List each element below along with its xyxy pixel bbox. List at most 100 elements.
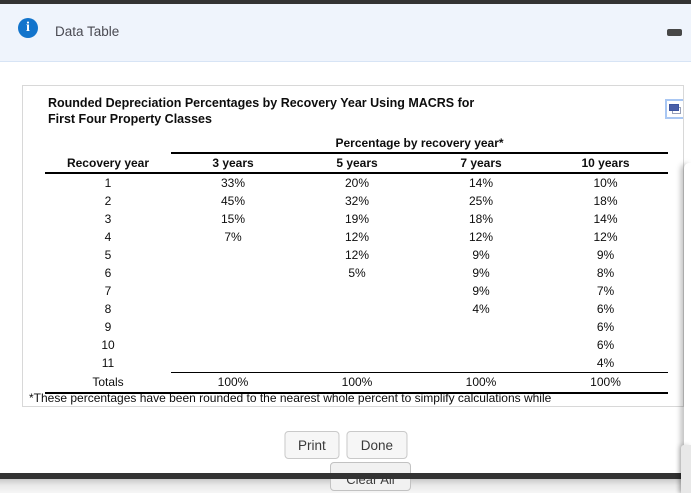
macrs-table-card: Rounded Depreciation Percentages by Reco…	[22, 85, 684, 407]
table-footnote: *These percentages have been rounded to …	[29, 391, 552, 405]
table-cell	[171, 318, 295, 336]
column-header: 7 years	[419, 153, 543, 174]
table-cell: 6%	[596, 302, 615, 316]
done-button[interactable]: Done	[346, 431, 408, 459]
span-header-cell: Percentage by recovery year*	[171, 133, 669, 154]
table-cell: 12%	[344, 248, 370, 262]
table-cell: 9%	[596, 248, 615, 262]
table-cell: 7%	[596, 284, 615, 298]
table-cell: 8	[104, 302, 112, 316]
table-row: 2 45% 32% 25% 18%	[45, 192, 668, 210]
table-cell: 4%	[472, 302, 490, 316]
table-cell: 6%	[596, 338, 615, 352]
table-cell: 33%	[220, 176, 246, 190]
table-cell: 4	[104, 230, 112, 244]
table-cell: 9%	[472, 266, 490, 280]
table-cell	[171, 264, 295, 282]
table-row: 10 6%	[45, 336, 668, 354]
popout-front-rect	[669, 104, 679, 111]
table-cell: 25%	[468, 194, 494, 208]
column-header: Recovery year	[45, 153, 171, 174]
macrs-table-body: 1 33% 20% 14% 10% 2 45% 32% 25% 18% 3 15% 19% 18% 14% 4…	[45, 173, 668, 373]
data-table-modal: i Data Table Rounded Depreciation Percen…	[0, 0, 691, 459]
table-row: 11 4%	[45, 354, 668, 373]
table-cell	[171, 246, 295, 264]
table-cell: 12%	[593, 230, 618, 244]
table-cell: 7%	[224, 230, 242, 244]
table-cell: 19%	[344, 212, 370, 226]
table-cell: 5%	[348, 266, 366, 280]
column-header: 5 years	[295, 153, 419, 174]
popout-window-icon[interactable]	[665, 99, 683, 119]
table-cell	[419, 336, 543, 354]
modal-title: Data Table	[55, 24, 120, 39]
table-cell	[295, 282, 419, 300]
table-row: 3 15% 19% 18% 14%	[45, 210, 668, 228]
table-cell: 14%	[593, 212, 618, 226]
table-cell	[295, 318, 419, 336]
column-header-row: Recovery year 3 years 5 years 7 years 10…	[45, 153, 669, 174]
table-cell	[295, 300, 419, 318]
totals-cell: 100%	[543, 372, 669, 394]
table-cell: 10%	[593, 176, 618, 190]
dialog-button-bar: Print Done	[283, 431, 408, 459]
table-cell: 9%	[472, 284, 490, 298]
table-cell	[171, 300, 295, 318]
table-cell: 6%	[596, 320, 615, 334]
table-cell: 4%	[596, 356, 615, 370]
table-cell: 45%	[220, 194, 246, 208]
minimize-icon[interactable]	[667, 29, 682, 36]
table-cell: 1	[104, 176, 112, 190]
totals-cell: 100%	[295, 372, 419, 394]
table-row: 6 5% 9% 8%	[45, 264, 668, 282]
table-cell: 7	[104, 284, 112, 298]
totals-cell: 100%	[419, 372, 543, 394]
modal-top-edge	[0, 0, 691, 4]
table-row: 1 33% 20% 14% 10%	[45, 173, 668, 192]
table-cell	[295, 354, 419, 373]
table-row: 4 7% 12% 12% 12%	[45, 228, 668, 246]
table-cell: 6	[104, 266, 112, 280]
table-row: 5 12% 9% 9%	[45, 246, 668, 264]
modal-bottom-edge	[0, 473, 691, 479]
table-cell: 10	[101, 338, 115, 352]
table-cell: 18%	[468, 212, 494, 226]
table-cell	[171, 282, 295, 300]
table-cell	[171, 354, 295, 373]
table-cell: 12%	[468, 230, 494, 244]
span-header-row: Percentage by recovery year*	[45, 133, 669, 154]
table-cell	[171, 336, 295, 354]
table-cell: 9	[104, 320, 112, 334]
table-cell: 15%	[220, 212, 246, 226]
table-cell: 18%	[593, 194, 618, 208]
table-cell: 14%	[468, 176, 494, 190]
spacer-cell	[45, 133, 171, 153]
info-icon: i	[18, 18, 38, 38]
print-button[interactable]: Print	[283, 431, 340, 459]
totals-label: Totals	[45, 372, 171, 394]
table-cell: 20%	[344, 176, 370, 190]
table-cell: 11	[101, 356, 115, 371]
table-title: Rounded Depreciation Percentages by Reco…	[48, 96, 475, 126]
column-header: 3 years	[171, 153, 295, 174]
totals-cell: 100%	[171, 372, 295, 394]
table-cell: 32%	[344, 194, 370, 208]
modal-header: i Data Table	[0, 4, 691, 62]
macrs-table: Percentage by recovery year* Recovery ye…	[45, 133, 669, 394]
table-cell: 2	[104, 194, 112, 208]
table-cell: 12%	[344, 230, 370, 244]
table-cell: 5	[104, 248, 112, 262]
right-floating-panel-edge[interactable]	[684, 163, 691, 493]
table-cell: 8%	[596, 266, 615, 280]
table-cell	[419, 318, 543, 336]
table-row: 9 6%	[45, 318, 668, 336]
table-cell: 9%	[472, 248, 490, 262]
table-cell	[419, 354, 543, 373]
table-row: 8 4% 6%	[45, 300, 668, 318]
table-cell: 3	[104, 212, 112, 226]
table-row: 7 9% 7%	[45, 282, 668, 300]
right-panel-scrollbar[interactable]	[681, 445, 691, 493]
table-cell	[295, 336, 419, 354]
totals-row: Totals 100% 100% 100% 100%	[45, 372, 669, 394]
column-header: 10 years	[543, 153, 669, 174]
